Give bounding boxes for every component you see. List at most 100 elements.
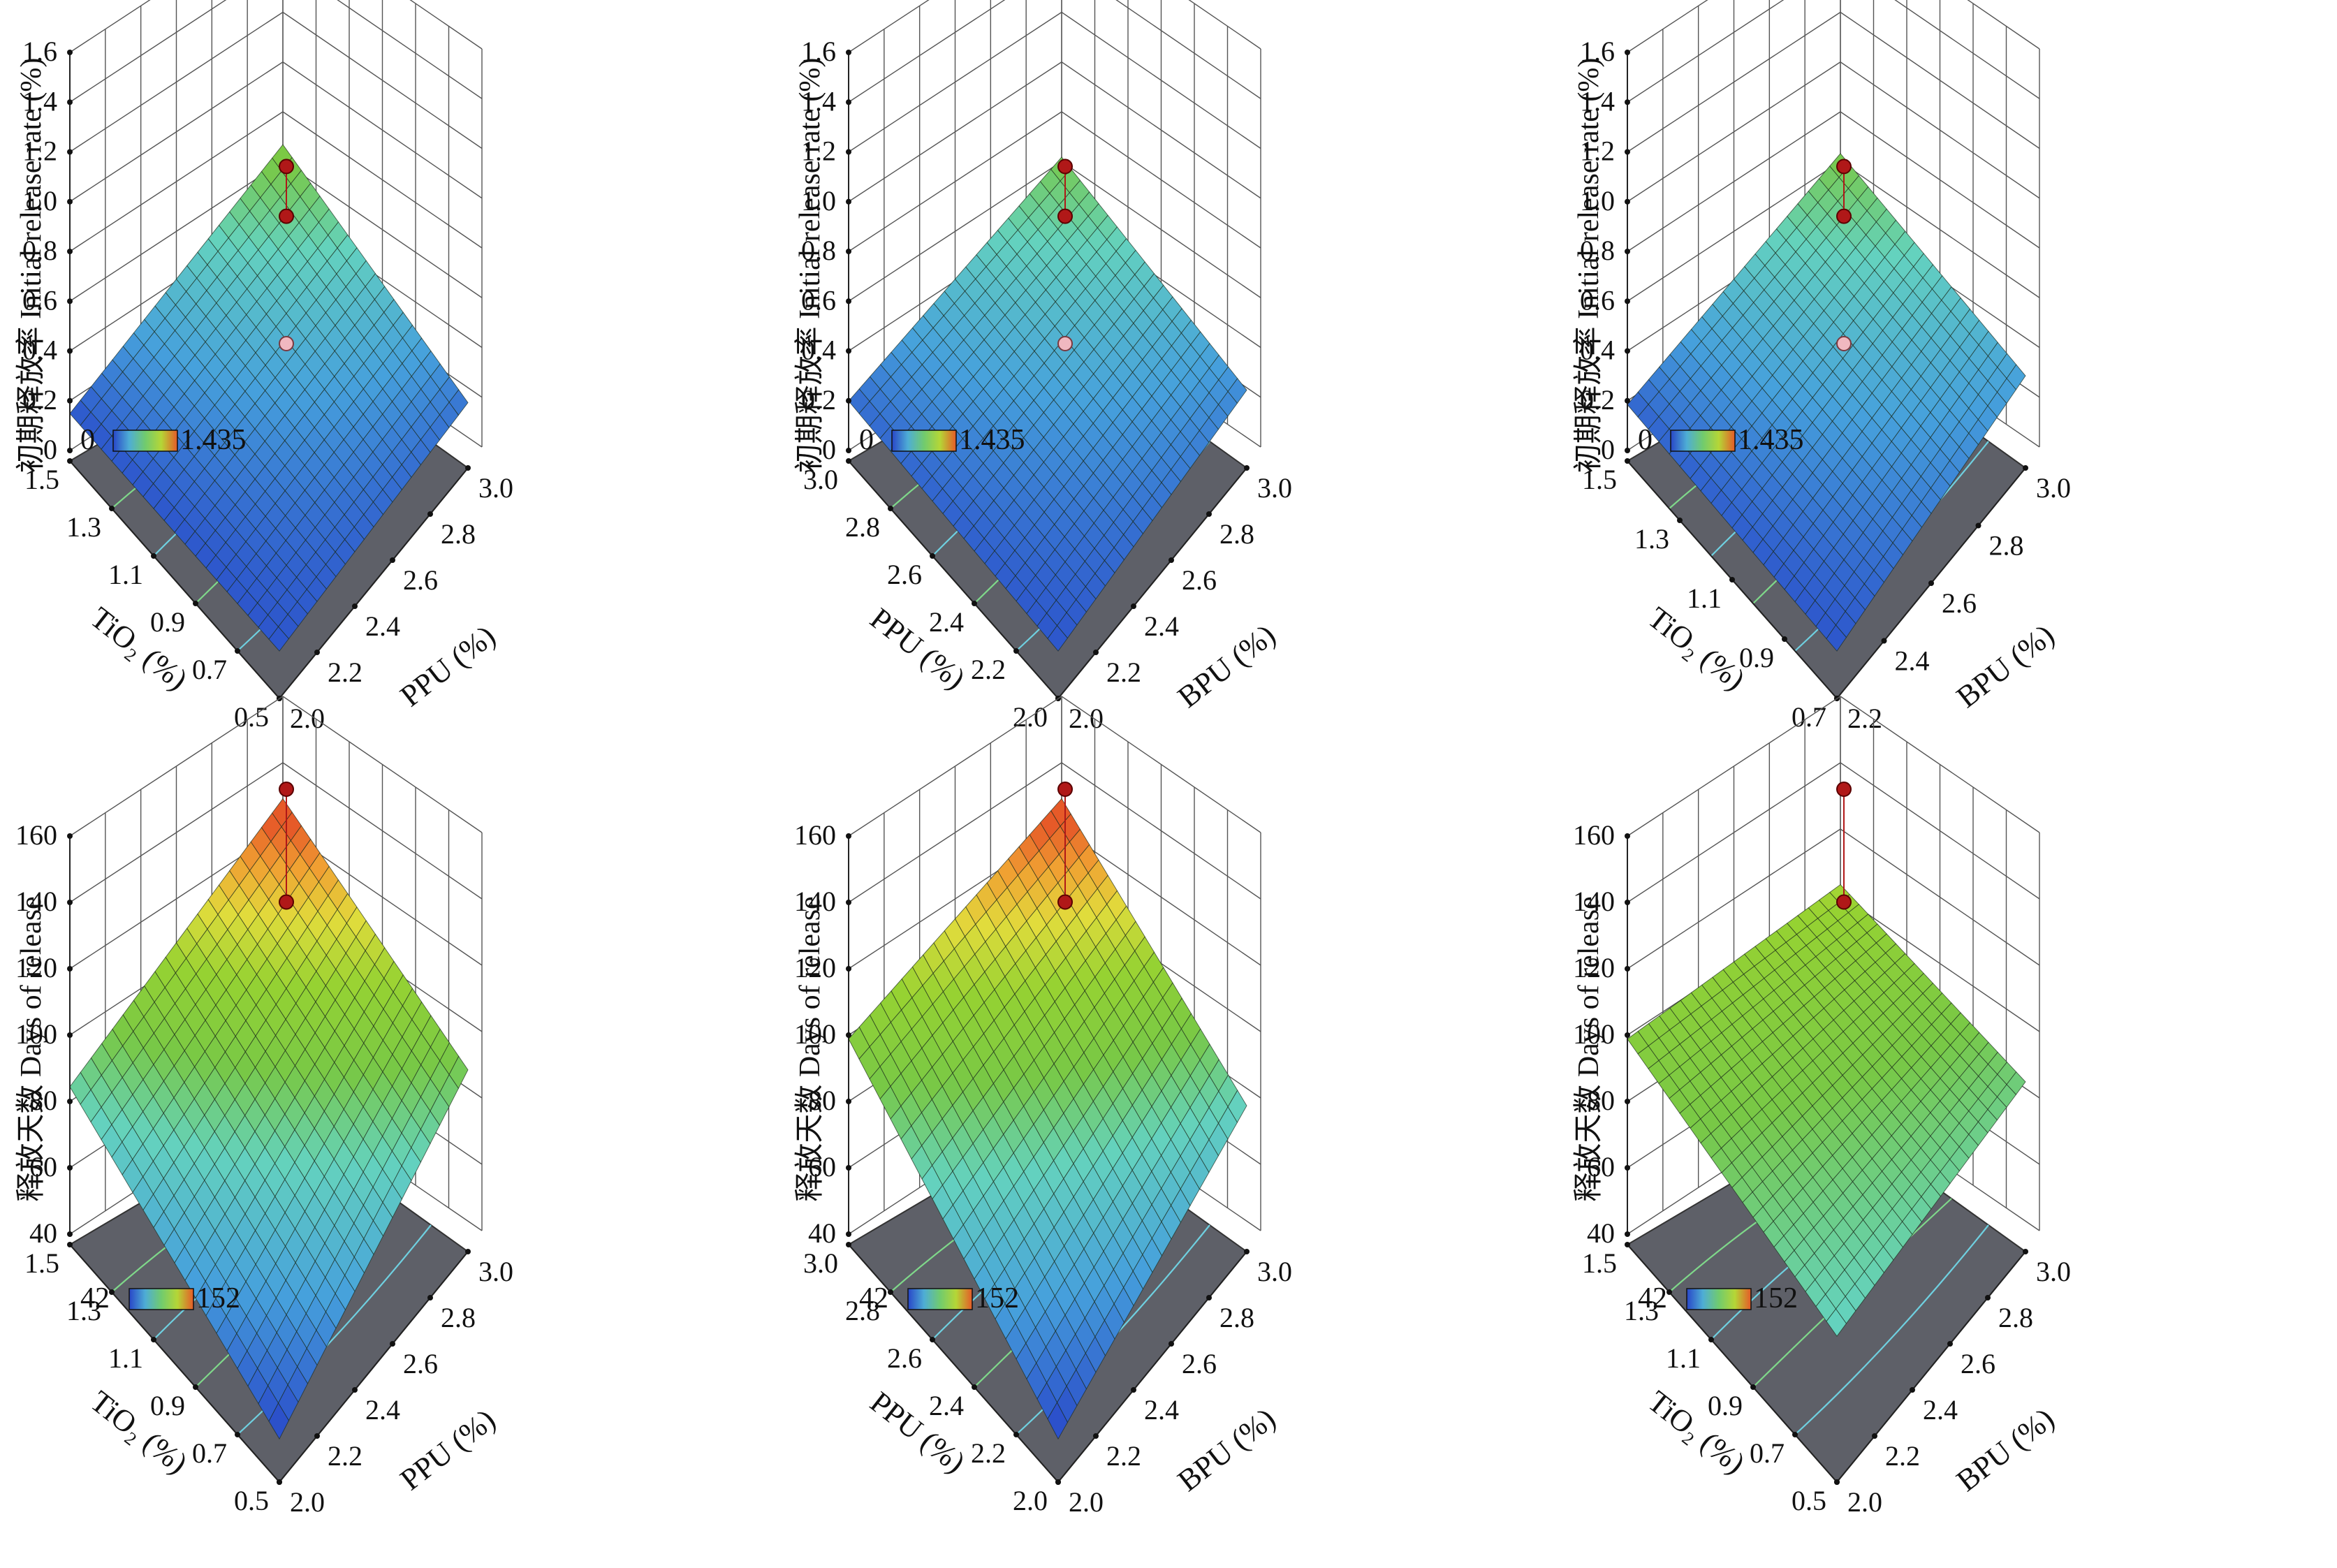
z-tick-label: 80: [29, 1085, 57, 1116]
colorbar: [112, 430, 178, 452]
left-tick-label: 1.3: [1624, 1295, 1659, 1326]
right-tick-label: 2.8: [1998, 1302, 2033, 1333]
z-tick-label: 0.6: [22, 284, 57, 316]
design-point: [1836, 159, 1852, 175]
wall-gridline: [1061, 828, 1261, 966]
z-tick-mark: [1625, 900, 1630, 905]
z-tick-label: 1.6: [1580, 36, 1615, 67]
z-tick-mark: [67, 348, 73, 354]
right-tick-mark: [465, 465, 471, 471]
right-tick-mark: [1834, 1479, 1840, 1485]
z-axis-title: 初期释放率 Initial release rate (%): [793, 58, 826, 474]
z-tick-mark: [67, 833, 73, 839]
contour-line: [1794, 1224, 1989, 1435]
z-tick-mark: [1625, 348, 1630, 354]
z-tick-mark: [1625, 149, 1630, 155]
response-surface: [848, 798, 1247, 1440]
z-tick-label: 120: [15, 952, 57, 983]
z-tick-mark: [846, 397, 851, 404]
z-tick-label: 0.6: [801, 284, 836, 316]
right-tick-label: 2.4: [365, 610, 400, 642]
left-tick-mark: [193, 601, 198, 606]
right-tick-label: 2.8: [441, 1302, 476, 1333]
z-tick-mark: [846, 966, 851, 972]
left-tick-label: 0.9: [150, 606, 185, 638]
left-tick-mark: [1782, 636, 1787, 642]
wall-gridline: [409, 0, 483, 50]
right-tick-label: 2.2: [328, 1440, 362, 1472]
design-point: [1836, 782, 1852, 797]
left-tick-label: 2.6: [887, 1342, 922, 1374]
z-tick-mark: [1625, 448, 1630, 453]
projection-point: [1057, 336, 1073, 351]
z-tick-mark: [67, 397, 73, 404]
wall-gridline: [1840, 11, 2040, 149]
colorbar-legend: 42 152: [859, 1282, 1019, 1314]
surface-cell: [1227, 1090, 1247, 1123]
design-point: [1057, 159, 1073, 175]
z-tick-mark: [846, 50, 851, 55]
left-axis: [69, 1244, 280, 1483]
right-tick-mark: [427, 511, 433, 517]
z-tick-mark: [67, 448, 73, 453]
wall-gridline: [69, 61, 284, 203]
wall-gridline: [848, 61, 1062, 203]
colorbar: [1686, 1288, 1752, 1310]
wall-gridline: [69, 696, 284, 837]
z-tick-label: 1.0: [1580, 185, 1615, 217]
left-tick-label: 1.1: [108, 559, 143, 590]
z-tick-label: 140: [1573, 886, 1615, 917]
right-axis: [279, 1251, 469, 1483]
wall-gridline: [1627, 161, 1841, 302]
left-tick-label: 0.5: [234, 1485, 269, 1516]
z-axis-title: 释放天数 Days of release: [1573, 896, 1605, 1201]
right-tick-label: 2.0: [1069, 1486, 1104, 1518]
wall-gridline: [1061, 762, 1261, 900]
wall-gridline: [848, 762, 1062, 903]
left-tick-mark: [930, 1337, 935, 1342]
colorbar-legend: 0 1.435: [80, 424, 247, 456]
z-tick-label: 100: [15, 1018, 57, 1050]
z-tick-mark: [67, 50, 73, 55]
projection-point: [279, 336, 294, 351]
response-surface: [1627, 153, 2026, 652]
wall-gridline: [848, 696, 1062, 837]
colorbar-legend: 42 152: [1638, 1282, 1798, 1314]
wall-gridline: [848, 0, 930, 53]
response-surface: [69, 144, 469, 652]
wall-gridline: [1061, 696, 1261, 833]
right-tick-mark: [1168, 1341, 1174, 1347]
right-tick-label: 2.6: [1182, 1348, 1217, 1379]
chart-panel-b: 0 0.2 0.4 0.6 0.8 1.0 1.2 1.4 1.6 初期释放率 Initial r…: [779, 0, 1558, 784]
wall-gridline: [1840, 161, 2040, 298]
right-tick-label: 2.4: [1144, 1394, 1179, 1426]
z-tick-label: 100: [794, 1018, 836, 1050]
chart-panel-a: 0 0.2 0.4 0.6 0.8 1.0 1.2 1.4 1.6 初期释放率 Initial r…: [0, 0, 779, 784]
z-tick-mark: [1625, 1231, 1630, 1237]
z-tick-mark: [846, 1099, 851, 1104]
z-tick-label: 80: [1587, 1085, 1615, 1116]
left-tick-mark: [193, 1384, 198, 1390]
left-tick-mark: [972, 1384, 977, 1390]
right-tick-mark: [277, 1479, 282, 1485]
right-axis-title: PPU (%): [394, 1402, 501, 1497]
right-tick-label: 3.0: [2036, 472, 2071, 504]
left-tick-label: 1.1: [108, 1342, 143, 1374]
z-tick-label: 1.2: [22, 135, 57, 167]
wall-gridline: [1840, 696, 2040, 833]
left-tick-mark: [235, 1432, 240, 1437]
design-point: [1057, 208, 1073, 224]
right-axis-title: BPU (%): [1171, 617, 1282, 715]
wall-gridline: [1627, 828, 1841, 969]
z-tick-label: 0: [822, 434, 836, 465]
left-tick-label: 2.4: [929, 606, 964, 638]
left-tick-label: 1.1: [1666, 1342, 1701, 1374]
left-tick-mark: [67, 1242, 73, 1247]
right-tick-mark: [465, 1249, 471, 1254]
wall-gridline: [848, 0, 1006, 103]
right-tick-mark: [390, 557, 395, 563]
z-tick-mark: [1625, 198, 1630, 205]
right-tick-mark: [1168, 557, 1174, 563]
